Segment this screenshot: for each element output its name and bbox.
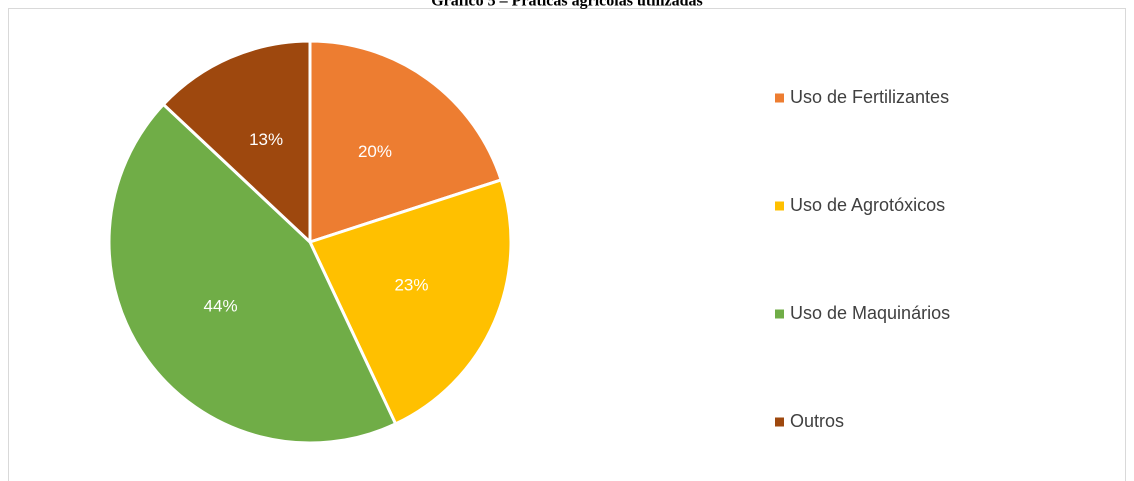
- pie-slice: [307, 177, 513, 426]
- data-label: 20%: [358, 142, 392, 161]
- legend-label: Uso de Fertilizantes: [790, 87, 949, 107]
- legend-label: Uso de Agrotóxicos: [790, 195, 945, 215]
- pie-slice: [308, 39, 504, 245]
- legend-swatch: [775, 417, 784, 427]
- data-label: 13%: [249, 130, 283, 149]
- chart-title: Gráfico 5 – Práticas agrícolas utilizada…: [431, 0, 703, 10]
- data-label: 23%: [394, 275, 428, 294]
- legend-label: Uso de Maquinários: [790, 303, 950, 323]
- legend-swatch: [775, 309, 784, 319]
- legend-swatch: [775, 201, 784, 211]
- legend-swatch: [775, 93, 784, 103]
- pie-slice: [107, 102, 398, 445]
- data-label: 44%: [204, 296, 238, 315]
- chart-frame: [8, 8, 1126, 481]
- legend-label: Outros: [790, 411, 844, 431]
- pie-slice: [161, 39, 312, 246]
